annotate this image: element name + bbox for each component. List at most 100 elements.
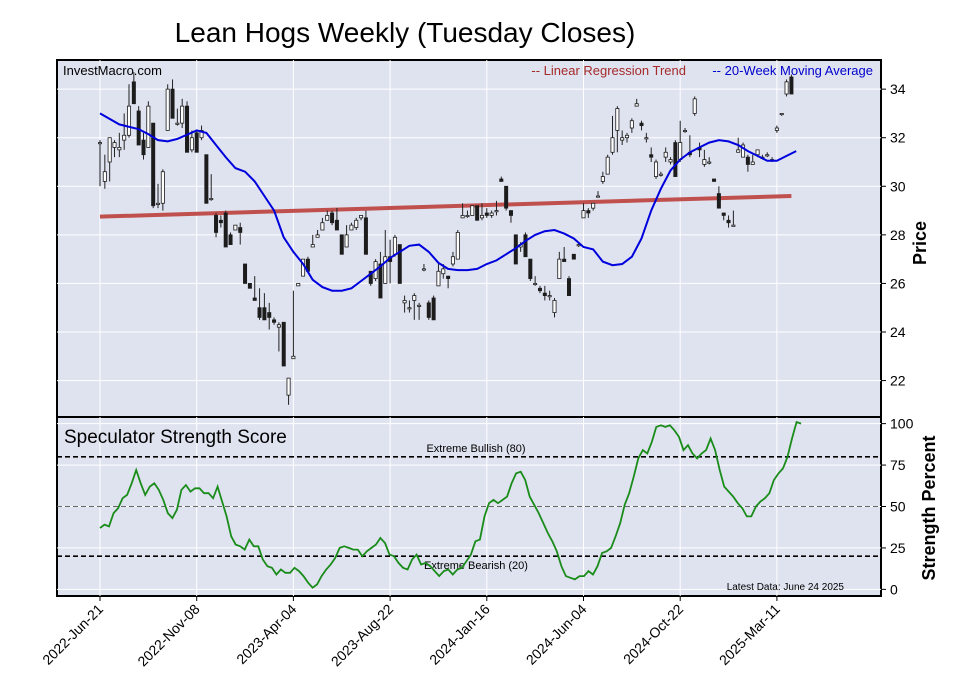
candle-body-up (160, 171, 165, 204)
regression-layer (99, 194, 792, 219)
candle-body-up (349, 224, 354, 231)
x-tick-label: 2023-Apr-04 (233, 601, 299, 667)
candle (716, 186, 721, 209)
ma-layer (99, 112, 797, 292)
candle (450, 251, 455, 267)
candle-body-up (117, 147, 122, 151)
candle-body-up (615, 108, 620, 131)
candle (658, 171, 663, 177)
candle-body-down (339, 234, 344, 255)
x-tick-label: 2025-Mar-11 (716, 601, 783, 668)
candle (774, 125, 779, 133)
candle (189, 130, 194, 153)
price-y-tick-label: 34 (890, 81, 906, 97)
candle (354, 217, 359, 230)
candle-body-up (547, 295, 552, 298)
candle-body-up (634, 103, 639, 107)
candle (160, 169, 165, 211)
candle-body-up (755, 149, 760, 156)
candle-body-up (741, 144, 746, 158)
candle (141, 132, 146, 160)
candle-body-down (745, 156, 750, 165)
candle (663, 147, 668, 162)
strength-layer (99, 420, 802, 589)
candle (102, 154, 107, 189)
candle (170, 79, 175, 119)
candle-body-up (465, 215, 470, 218)
price-y-tick-label: 26 (890, 275, 906, 291)
source-label: InvestMacro.com (63, 63, 162, 78)
candle (383, 230, 388, 284)
chart-title: Lean Hogs Weekly (Tuesday Closes) (175, 17, 636, 48)
candle-body-up (146, 105, 151, 148)
candle (615, 106, 620, 153)
candle-body-up (494, 210, 499, 213)
candle-body-up (663, 151, 668, 158)
reference-line-label: Extreme Bullish (80) (426, 443, 525, 455)
candle-body-down (363, 217, 368, 255)
candle (750, 154, 755, 165)
candle (107, 137, 112, 182)
candle (349, 222, 354, 231)
candle-body-up (436, 270, 441, 287)
candle-body-up (625, 134, 630, 139)
candle-body-up (460, 215, 465, 219)
candle-body-down (789, 76, 794, 95)
candle (257, 288, 262, 320)
candle (310, 234, 315, 248)
price-grid (57, 60, 881, 417)
candle-body-down (368, 270, 373, 284)
candle (475, 205, 480, 221)
candle-body-up (412, 295, 417, 301)
candle-body-up (779, 113, 784, 116)
candle (625, 132, 630, 143)
candle (484, 208, 489, 218)
candle (465, 210, 470, 218)
candle-body-up (189, 137, 194, 151)
price-y-axis-label: Price (910, 221, 930, 265)
candle-body-up (600, 176, 605, 182)
candle-body-down (716, 193, 721, 209)
candle (228, 232, 233, 245)
candle (175, 108, 180, 126)
price-y-ticks: 22 24 26 28 30 32 34 (881, 81, 906, 389)
candle-body-up (605, 156, 610, 175)
candle-body-up (750, 161, 755, 165)
candle (281, 321, 286, 367)
strength-y-tick-label: 75 (890, 457, 906, 473)
candle-body-up (291, 355, 296, 360)
candle-body-down (721, 212, 726, 216)
candle-body-up (629, 120, 634, 129)
candle-body-down (214, 215, 219, 233)
candle (417, 302, 422, 320)
candle-body-down (484, 212, 489, 216)
candle (571, 253, 576, 260)
candle (185, 101, 190, 153)
candle (180, 98, 185, 128)
candle (214, 213, 219, 238)
candle (547, 290, 552, 301)
candle-body-down (141, 139, 146, 156)
candle-body-up (180, 105, 185, 124)
candle-body-up (276, 324, 281, 328)
x-tick-label: 2024-Oct-22 (620, 601, 686, 667)
candle-body-down (431, 297, 436, 321)
candle-body-down (673, 142, 678, 177)
candle (276, 322, 281, 352)
candle-body-up (98, 142, 103, 145)
candle (199, 125, 204, 141)
candle-body-down (262, 307, 267, 321)
candle-body-up (315, 234, 320, 238)
candle-body-down (499, 178, 504, 182)
candle-body-up (658, 173, 663, 176)
candle-body-up (402, 300, 407, 304)
candle (566, 276, 571, 296)
candle (363, 210, 368, 255)
strength-y-axis-label: Strength Percent (919, 435, 939, 580)
candle (117, 132, 122, 158)
price-y-tick-label: 32 (890, 130, 906, 146)
candle-body-down (228, 234, 233, 245)
candle-body-up (533, 283, 538, 286)
price-y-tick-label: 28 (890, 227, 906, 243)
